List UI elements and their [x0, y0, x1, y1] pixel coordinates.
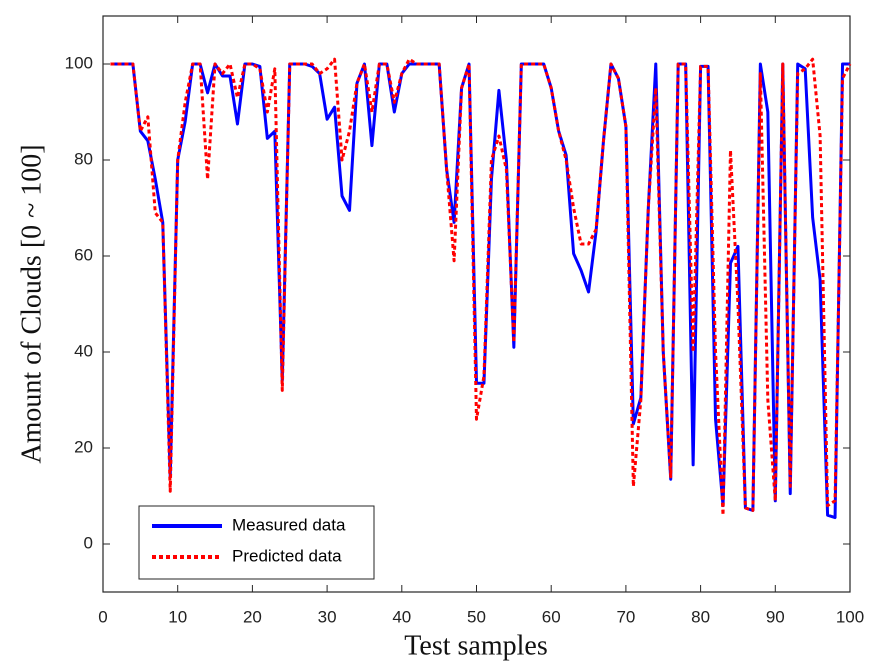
x-axis-label: Test samples	[404, 630, 547, 661]
x-tick-label: 10	[168, 607, 187, 626]
legend-label: Measured data	[232, 515, 346, 534]
legend-label: Predicted data	[232, 546, 342, 565]
y-tick-label: 0	[84, 533, 93, 552]
y-tick-label: 60	[74, 245, 93, 264]
legend: Measured data Predicted data	[138, 505, 375, 580]
x-tick-label: 60	[542, 607, 561, 626]
y-tick-label: 100	[65, 53, 93, 72]
y-tick-label: 40	[74, 341, 93, 360]
x-tick-label: 0	[98, 607, 107, 626]
x-tick-label: 50	[467, 607, 486, 626]
x-tick-label: 30	[318, 607, 337, 626]
plot-area	[102, 15, 851, 593]
x-tick-label: 70	[616, 607, 635, 626]
x-tick-label: 80	[691, 607, 710, 626]
x-tick-label: 40	[392, 607, 411, 626]
y-tick-label: 20	[74, 437, 93, 456]
x-tick-label: 20	[243, 607, 262, 626]
y-tick-label: 80	[74, 149, 93, 168]
data-line	[110, 57, 852, 517]
x-tick-label: 90	[766, 607, 785, 626]
x-tick-label: 100	[836, 607, 864, 626]
y-axis-label: Amount of Clouds [0 ~ 100]	[16, 144, 47, 463]
legend-box	[138, 505, 375, 580]
